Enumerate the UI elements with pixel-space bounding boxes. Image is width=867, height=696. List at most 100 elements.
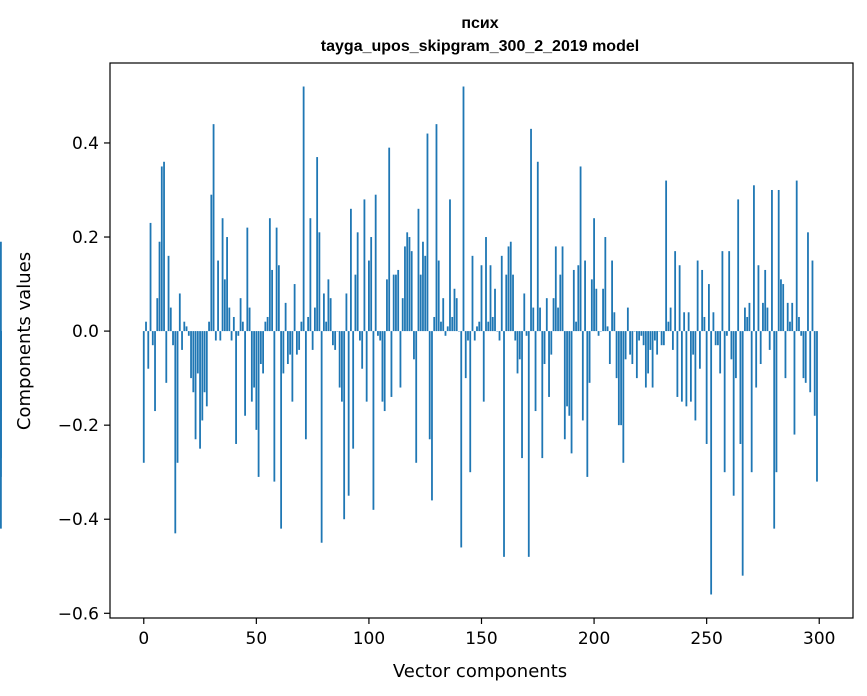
bar (775, 331, 778, 473)
y-tick-label: −0.2 (58, 416, 99, 436)
bar (545, 298, 548, 332)
bar (807, 232, 809, 332)
bar (662, 331, 665, 346)
bar (174, 331, 177, 534)
bar (640, 331, 643, 336)
bar (374, 194, 377, 332)
bar (595, 288, 598, 332)
bar (694, 331, 697, 421)
bar (590, 279, 593, 332)
bar (415, 331, 418, 463)
bar (158, 241, 161, 332)
bar (584, 260, 586, 332)
bar (347, 331, 350, 496)
bar (262, 331, 264, 374)
bar (739, 331, 742, 444)
bar (390, 331, 393, 397)
bar (329, 298, 332, 332)
bar (237, 331, 240, 336)
bar (696, 260, 699, 332)
bar (642, 331, 645, 346)
bar (388, 147, 391, 332)
bar (523, 293, 526, 332)
bar (651, 331, 654, 388)
bar (462, 86, 465, 332)
bar (617, 331, 620, 426)
bar (282, 331, 285, 374)
bar (0, 241, 2, 332)
bar (325, 321, 328, 332)
bar (719, 331, 722, 374)
bar (406, 232, 409, 332)
bar (145, 321, 147, 332)
bar (786, 302, 789, 332)
bar (518, 331, 521, 360)
bar (514, 331, 517, 341)
bar (629, 331, 631, 355)
bar (489, 265, 492, 332)
bar (239, 298, 242, 332)
x-axis-label: Vector components (393, 661, 567, 682)
bar (777, 189, 780, 332)
bar (791, 302, 794, 332)
bar (757, 265, 760, 332)
bar (723, 331, 726, 473)
bar (302, 86, 305, 332)
bar (525, 331, 528, 336)
bar (471, 255, 474, 332)
bar (293, 284, 296, 332)
x-tick-label: 50 (246, 629, 268, 649)
bar (185, 326, 188, 332)
bar (789, 321, 791, 332)
bar (503, 331, 505, 557)
bar (536, 161, 539, 332)
bar (811, 260, 814, 332)
bar (332, 331, 334, 346)
bar (762, 302, 764, 332)
bar (354, 274, 357, 332)
bar (368, 260, 370, 332)
bar (284, 302, 287, 332)
bar (214, 331, 217, 341)
bar-series (0, 86, 818, 595)
bar (572, 269, 575, 332)
bar (442, 298, 445, 332)
bar (334, 331, 337, 350)
bar (404, 246, 406, 332)
bar (217, 260, 219, 332)
bar (413, 331, 415, 360)
bar (570, 331, 573, 454)
bar (568, 331, 571, 416)
bar (784, 331, 787, 379)
bar (676, 331, 679, 397)
bar (527, 331, 530, 557)
bar (210, 194, 213, 332)
bar (419, 274, 422, 332)
bar (154, 331, 156, 412)
bar (613, 312, 616, 332)
bar (226, 237, 228, 332)
y-tick-label: 0.2 (72, 228, 99, 248)
y-axis-ticks: −0.6 −0.4 −0.2 0.0 0.2 0.4 (58, 134, 110, 624)
bar (764, 269, 767, 332)
bar (620, 331, 622, 426)
bar (370, 237, 373, 332)
bar (804, 331, 807, 383)
bar (671, 331, 674, 350)
bar (649, 331, 652, 350)
bar (196, 331, 199, 374)
bar (194, 331, 197, 440)
bar (509, 241, 512, 332)
bar (505, 274, 508, 332)
bar (359, 331, 361, 341)
bar (255, 331, 258, 430)
bar (687, 312, 690, 332)
bar (460, 331, 463, 548)
bar (345, 293, 348, 332)
bar (748, 302, 751, 332)
bar (622, 331, 625, 463)
bar (548, 331, 550, 397)
bar (208, 321, 210, 332)
x-tick-label: 300 (803, 629, 835, 649)
